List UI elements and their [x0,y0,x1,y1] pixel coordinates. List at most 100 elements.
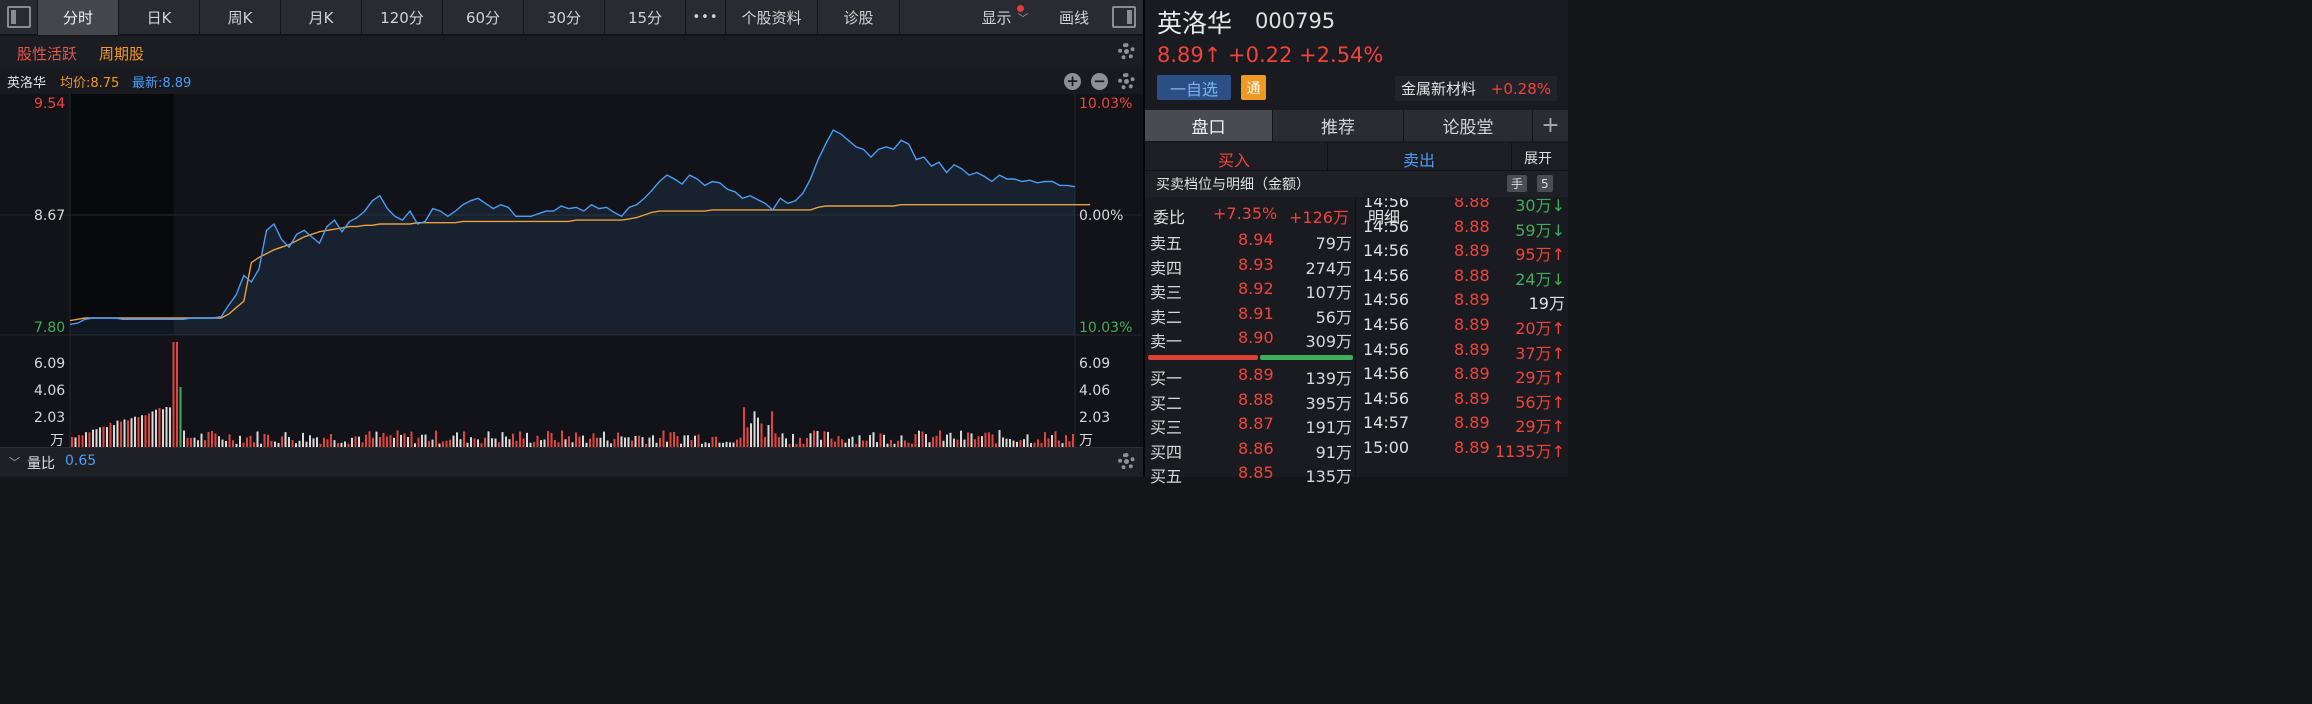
zoom-in-icon[interactable]: + [1064,73,1081,90]
volume-bar [337,442,339,447]
volume-ratio-label[interactable]: 量比 [27,456,55,472]
unit-hand-toggle[interactable]: 手 [1507,175,1528,192]
tick-detail-list[interactable]: 14:56 8.88 30万↓ 14:56 8.88 59万↓ 14:56 8.89 95万↑ 1… [1356,198,1568,477]
indicator-settings-gear-icon[interactable] [1118,453,1135,470]
order-book-header: 买卖档位与明细（金额） 手 5 [1145,171,1568,197]
volume-bar [977,436,980,447]
volume-bar [578,436,581,447]
volume-bar [956,439,959,447]
chart-settings-gear-icon[interactable] [1118,73,1135,90]
volume-bar [736,439,738,447]
volume-bar [1012,440,1015,447]
pct-axis-mid: 0.00% [1079,208,1124,224]
ask-row[interactable]: 卖五 8.94 79万 [1150,230,1352,253]
avg-price-line [69,203,1091,322]
ask-row[interactable]: 卖四 8.93 274万 [1150,254,1352,278]
volume-bar [613,439,616,447]
volume-bar [221,439,224,447]
volume-bar [746,427,749,447]
volume-bar [288,437,290,447]
tab-order-book[interactable]: 盘口 [1145,110,1273,141]
volume-bar [876,442,878,447]
tab-60min[interactable]: 60分 [443,0,524,35]
bid-row[interactable]: 买三 8.87 191万 [1150,414,1352,438]
volume-bar [130,418,133,447]
volume-bar [95,429,98,447]
tab-30min[interactable]: 30分 [524,0,605,35]
collapse-chevron-icon[interactable]: ﹀ [9,456,20,469]
bid-row[interactable]: 买五 8.85 135万 [1150,463,1352,487]
tab-timeshare[interactable]: 分时 [38,0,119,35]
volume-bar [319,443,322,447]
bid-row[interactable]: 买四 8.86 91万 [1150,438,1352,462]
intraday-chart[interactable]: 9.54 8.67 7.80 10.03% 0.00% 10.03% 6.09 … [0,94,1143,449]
toggle-right-panel-button[interactable] [1104,0,1143,35]
volume-bar [1065,435,1067,447]
add-tab-button[interactable]: + [1541,113,1560,138]
volume-bar [949,432,952,447]
sector-chip[interactable]: 金属新材料 +0.28% [1395,76,1557,101]
volume-bar [326,439,329,447]
volume-bar [1061,443,1064,447]
volume-bar [991,434,994,447]
ask-row[interactable]: 卖三 8.92 107万 [1150,279,1352,303]
price-area [70,130,1075,335]
tick-row: 14:56 8.89 37万↑ [1356,338,1568,363]
tab-daily-k[interactable]: 日K [119,0,200,35]
expand-button[interactable]: 展开 [1524,151,1552,167]
volume-bar [323,437,325,447]
volume-bar [491,438,493,447]
more-periods-button[interactable]: ••• [686,0,726,35]
volume-bar [109,422,112,447]
tab-recommend[interactable]: 推荐 [1273,110,1404,141]
tab-weekly-k[interactable]: 周K [200,0,281,35]
volume-bar [760,423,763,447]
bid-row[interactable]: 买二 8.88 395万 [1150,389,1352,413]
volume-bar [484,437,486,447]
volume-bar [792,433,794,447]
volume-bar [1023,439,1025,447]
indicator-bar: ﹀ 量比 0.65 [0,447,1143,477]
display-menu-button[interactable]: 显示 ﹀ [970,0,1040,35]
stock-profile-link[interactable]: 个股资料 [726,0,818,35]
ask-row[interactable]: 卖一 8.90 309万 [1150,328,1352,352]
tab-monthly-k[interactable]: 月K [281,0,362,35]
volume-bar [701,443,703,447]
draw-lines-button[interactable]: 画线 [1058,9,1089,27]
stock-tags-row: 股性活跃 周期股 [0,36,1143,68]
tag-cyclical[interactable]: 周期股 [99,45,145,63]
volume-bar [655,442,658,447]
volume-bar [186,437,189,447]
volume-bar [890,439,892,447]
ask-row[interactable]: 卖二 8.91 56万 [1150,303,1352,327]
add-to-watchlist-button[interactable]: 一自选 [1157,75,1231,100]
zoom-out-icon[interactable]: − [1091,73,1108,90]
tick-row: 14:56 8.88 30万↓ [1356,198,1568,215]
tab-15min[interactable]: 15分 [605,0,686,35]
tab-120min[interactable]: 120分 [362,0,443,35]
volume-bar [1019,440,1022,447]
toggle-left-panel-button[interactable] [0,0,38,35]
volume-bar [505,436,507,447]
tick-amount: 95万↑ [1515,245,1565,265]
connect-badge[interactable]: 通 [1241,75,1266,100]
bid-row[interactable]: 买一 8.89 139万 [1150,365,1352,388]
volume-bar [557,442,560,447]
book-detail-divider [1355,198,1356,477]
diagnose-link[interactable]: 诊股 [818,0,900,35]
volume-bar [393,437,395,447]
volume-bar [1040,442,1043,447]
sector-change: +0.28% [1490,79,1551,98]
tab-forum[interactable]: 论股堂 [1404,110,1533,141]
price-axis-low: 7.80 [34,320,66,336]
volume-bar [267,434,269,447]
settings-gear-icon[interactable] [1118,43,1135,60]
tick-price: 8.89 [1454,290,1490,310]
volume-bar [407,437,409,447]
buy-button[interactable]: 买入 [1218,151,1251,170]
tick-row: 14:56 8.88 59万↓ [1356,215,1568,240]
buy-strength-bar [1148,355,1258,360]
tag-active[interactable]: 股性活跃 [17,45,78,63]
sell-button[interactable]: 卖出 [1403,151,1436,170]
depth-five-toggle[interactable]: 5 [1537,175,1553,192]
